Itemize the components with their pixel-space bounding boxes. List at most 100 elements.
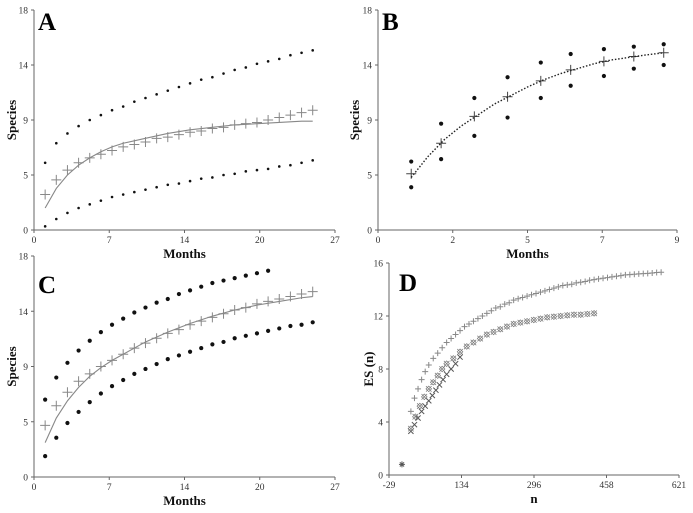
data-point-dot xyxy=(233,172,236,176)
data-point-plus xyxy=(443,339,450,346)
data-point-dot xyxy=(133,190,136,194)
data-point-plus xyxy=(515,295,522,302)
data-point-dot xyxy=(233,68,236,72)
data-point-dot xyxy=(54,375,59,380)
data-point-dot xyxy=(289,53,292,57)
data-point-plus xyxy=(497,303,504,310)
data-point-plus xyxy=(448,335,455,342)
data-point-dot xyxy=(222,173,225,177)
data-point-diamond xyxy=(530,316,538,324)
data-point-dot xyxy=(439,121,444,126)
x-tick-label: 134 xyxy=(454,481,469,491)
data-point-plus xyxy=(608,273,615,280)
x-axis-label: n xyxy=(530,491,538,506)
data-point-dot xyxy=(255,62,259,66)
panel-a: 0 7 14 20 27 0 5 9 14 18 Months Species A xyxy=(4,7,340,262)
data-point-dot xyxy=(176,353,182,358)
data-point-dot xyxy=(187,349,193,354)
data-point-dot xyxy=(310,320,315,325)
data-point-x xyxy=(432,387,439,394)
y-tick-label: 16 xyxy=(374,260,384,270)
data-point-dot xyxy=(631,44,636,49)
data-point-diamond xyxy=(476,335,484,342)
data-point-dot xyxy=(199,177,203,180)
data-point-plus xyxy=(488,307,495,314)
x-tick-label: 7 xyxy=(107,483,112,493)
data-point-dot xyxy=(121,105,125,108)
x-tick-label: 0 xyxy=(32,236,37,246)
data-point-plus xyxy=(506,299,513,306)
data-point-diamond xyxy=(407,425,415,432)
panel-c: 0 7 14 20 27 0 5 9 14 18 Months Species C xyxy=(4,253,340,509)
data-point-plus xyxy=(479,313,486,319)
data-point-diamond xyxy=(537,315,544,322)
data-point-plus xyxy=(546,286,553,293)
y-tick-label: 14 xyxy=(19,62,29,72)
y-tick-label: 9 xyxy=(23,363,28,373)
x-tick-label: 0 xyxy=(376,236,381,246)
data-point-dot xyxy=(88,203,92,206)
data-point-dot xyxy=(177,182,181,185)
data-point-plus xyxy=(307,105,318,116)
panel-letter: D xyxy=(399,270,417,297)
y-tick-label: 5 xyxy=(23,172,28,182)
data-point-plus xyxy=(461,323,468,330)
data-point-dot xyxy=(76,348,81,353)
data-point-dot xyxy=(144,188,147,191)
panel-letter: C xyxy=(38,272,56,299)
x-tick-label: 0 xyxy=(32,483,37,493)
data-point-plus xyxy=(296,107,307,118)
data-point-plus xyxy=(510,297,517,304)
data-point-dot xyxy=(631,66,636,71)
data-point-dot xyxy=(165,296,170,302)
y-axis-label: Species xyxy=(4,346,19,386)
data-point-dot xyxy=(266,328,271,333)
data-point-dot xyxy=(54,141,58,145)
data-point-dot xyxy=(43,225,47,228)
rarefaction-curve xyxy=(44,295,313,443)
x-tick-label: 27 xyxy=(330,236,340,246)
x-tick-label: 5 xyxy=(525,236,530,246)
x-axis-label: Months xyxy=(163,246,206,261)
data-point-diamond xyxy=(590,310,598,317)
data-point-plus xyxy=(469,111,480,122)
data-point-diamond xyxy=(421,393,428,401)
data-point-dot xyxy=(277,165,281,168)
data-point-plus xyxy=(457,327,464,334)
data-point-plus xyxy=(40,420,51,431)
data-point-dot xyxy=(409,185,414,190)
data-point-dot xyxy=(222,72,225,75)
data-point-diamond xyxy=(503,323,511,330)
data-point-plus xyxy=(541,287,548,294)
y-tick-label: 18 xyxy=(19,253,29,263)
data-point-dot xyxy=(472,95,477,101)
data-point-plus xyxy=(528,291,535,298)
data-point-dot xyxy=(76,409,81,415)
data-point-dot xyxy=(144,96,147,100)
data-point-dot xyxy=(43,454,48,459)
data-point-dot xyxy=(505,75,510,80)
data-point-dot xyxy=(65,420,70,426)
data-point-diamond xyxy=(438,365,446,373)
data-point-dot xyxy=(277,326,282,331)
data-point-dot xyxy=(568,83,573,88)
data-point-diamond xyxy=(496,325,504,333)
y-tick-label: 0 xyxy=(23,227,28,237)
data-point-diamond xyxy=(450,355,457,362)
data-point-dot xyxy=(110,195,114,199)
data-point-plus xyxy=(658,269,665,276)
data-point-diamond xyxy=(463,343,471,350)
data-point-dot xyxy=(439,157,444,162)
data-point-dot xyxy=(155,93,158,96)
y-tick-label: 14 xyxy=(363,62,373,72)
x-tick-label: 2 xyxy=(450,236,455,246)
y-tick-label: 0 xyxy=(367,227,372,237)
data-point-plus xyxy=(140,338,151,349)
data-point-diamond xyxy=(456,348,464,356)
data-point-dot xyxy=(300,51,303,55)
data-point-diamond xyxy=(443,360,450,367)
data-point-plus xyxy=(613,273,620,280)
x-tick-label: 14 xyxy=(180,236,190,246)
data-point-diamond xyxy=(470,339,477,346)
